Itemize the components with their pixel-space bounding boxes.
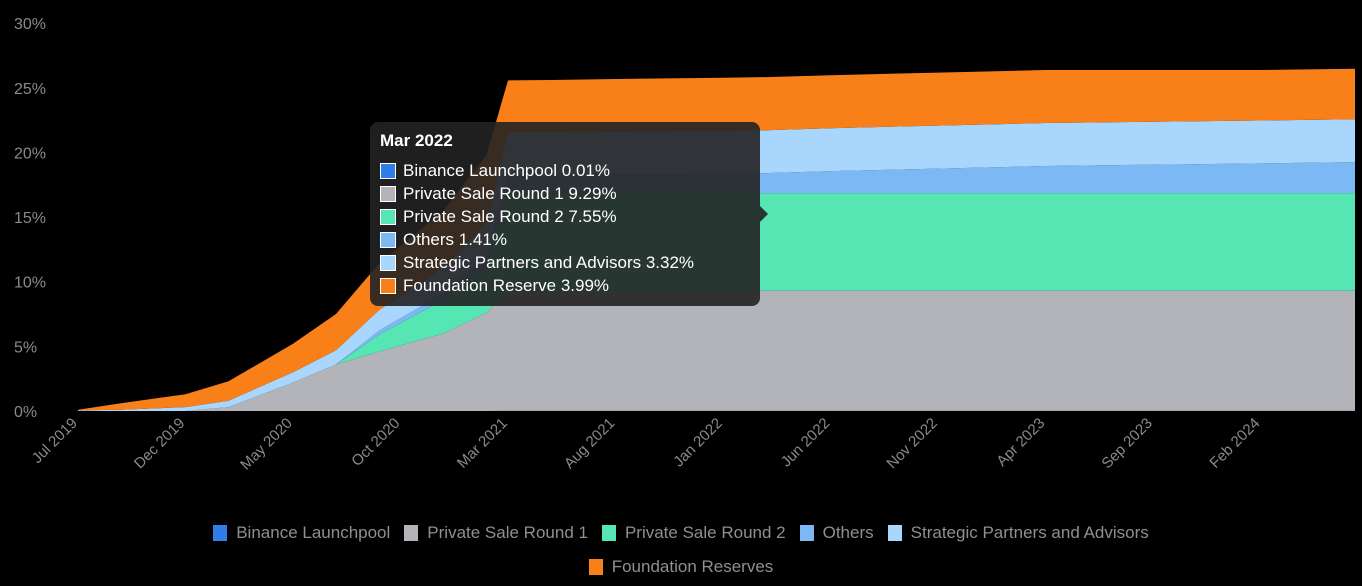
legend-item-others[interactable]: Others bbox=[799, 516, 874, 550]
tooltip-swatch bbox=[380, 162, 396, 179]
legend-label: Binance Launchpool bbox=[236, 523, 391, 542]
x-tick-jul-2019: Jul 2019 bbox=[29, 415, 81, 467]
x-tick-jan-2022: Jan 2022 bbox=[670, 415, 726, 471]
x-tick-dec-2019: Dec 2019 bbox=[131, 415, 188, 472]
areas-layer bbox=[78, 68, 1355, 411]
tooltip-row-private-sale-round-2: Private Sale Round 2 7.55% bbox=[380, 205, 750, 228]
tooltip-swatch bbox=[380, 277, 396, 294]
y-tick-10: 10% bbox=[14, 275, 46, 292]
tooltip-label: Foundation Reserve 3.99% bbox=[403, 275, 610, 295]
legend-item-strategic-partners[interactable]: Strategic Partners and Advisors bbox=[887, 516, 1149, 550]
tooltip-swatch bbox=[380, 231, 396, 248]
tooltip-row-private-sale-round-1: Private Sale Round 1 9.29% bbox=[380, 182, 750, 205]
area-foundation-reserves[interactable] bbox=[78, 68, 1355, 411]
area-private-sale-round-1[interactable] bbox=[78, 290, 1355, 411]
legend-label: Foundation Reserves bbox=[611, 557, 774, 576]
x-tick-sep-2023: Sep 2023 bbox=[1098, 415, 1155, 472]
y-axis: 0% 5% 10% 15% 20% 25% 30% bbox=[14, 16, 46, 421]
legend-row-1: Binance Launchpool Private Sale Round 1 … bbox=[0, 516, 1362, 550]
tooltip-row-others: Others 1.41% bbox=[380, 228, 750, 251]
legend-swatch bbox=[588, 559, 603, 575]
y-tick-20: 20% bbox=[14, 145, 46, 162]
legend-label: Others bbox=[822, 523, 874, 542]
x-tick-aug-2021: Aug 2021 bbox=[561, 415, 618, 472]
tooltip-row-binance-launchpool: Binance Launchpool 0.01% bbox=[380, 159, 750, 182]
legend-label: Private Sale Round 1 bbox=[427, 523, 588, 542]
tooltip-row-foundation-reserve: Foundation Reserve 3.99% bbox=[380, 274, 750, 297]
legend-item-private-sale-round-2[interactable]: Private Sale Round 2 bbox=[601, 516, 786, 550]
tooltip-label: Binance Launchpool 0.01% bbox=[403, 160, 610, 180]
y-tick-15: 15% bbox=[14, 210, 46, 227]
x-tick-may-2020: May 2020 bbox=[237, 415, 296, 474]
x-tick-apr-2023: Apr 2023 bbox=[993, 415, 1048, 470]
legend-label: Strategic Partners and Advisors bbox=[910, 523, 1149, 542]
legend-swatch bbox=[404, 525, 419, 541]
legend-row-2: Foundation Reserves bbox=[0, 550, 1362, 584]
legend-swatch bbox=[213, 525, 228, 541]
legend-item-foundation-reserves[interactable]: Foundation Reserves bbox=[588, 550, 774, 584]
tooltip-label: Others 1.41% bbox=[403, 229, 507, 249]
y-tick-30: 30% bbox=[14, 16, 46, 33]
x-tick-feb-2024: Feb 2024 bbox=[1206, 415, 1263, 472]
tooltip-label: Private Sale Round 2 7.55% bbox=[403, 206, 617, 226]
x-tick-jun-2022: Jun 2022 bbox=[778, 415, 834, 471]
y-tick-5: 5% bbox=[14, 339, 37, 356]
hover-tooltip: Mar 2022 Binance Launchpool 0.01% Privat… bbox=[370, 122, 768, 306]
legend-label: Private Sale Round 2 bbox=[624, 523, 786, 542]
legend-swatch bbox=[799, 525, 814, 541]
legend-swatch bbox=[601, 525, 616, 541]
x-tick-oct-2020: Oct 2020 bbox=[348, 415, 403, 470]
tooltip-title: Mar 2022 bbox=[380, 131, 453, 150]
tooltip-swatch bbox=[380, 254, 396, 271]
area-others[interactable] bbox=[78, 162, 1355, 411]
tooltip-row-strategic-partners: Strategic Partners and Advisors 3.32% bbox=[380, 251, 750, 274]
y-tick-0: 0% bbox=[14, 404, 37, 421]
area-private-sale-round-2[interactable] bbox=[78, 193, 1355, 411]
legend-item-private-sale-round-1[interactable]: Private Sale Round 1 bbox=[404, 516, 588, 550]
tooltip-label: Private Sale Round 1 9.29% bbox=[403, 183, 617, 203]
y-tick-25: 25% bbox=[14, 81, 46, 98]
legend-swatch bbox=[887, 525, 902, 541]
tooltip-swatch bbox=[380, 185, 396, 202]
area-strategic-partners-and-advisors[interactable] bbox=[78, 119, 1355, 411]
x-tick-nov-2022: Nov 2022 bbox=[883, 415, 940, 472]
x-axis: Jul 2019 Dec 2019 May 2020 Oct 2020 Mar … bbox=[29, 415, 1264, 474]
legend-item-binance-launchpool[interactable]: Binance Launchpool bbox=[213, 516, 390, 550]
tooltip-swatch bbox=[380, 208, 396, 225]
chart-legend: Binance Launchpool Private Sale Round 1 … bbox=[0, 516, 1362, 584]
x-tick-mar-2021: Mar 2021 bbox=[454, 415, 511, 472]
tooltip-label: Strategic Partners and Advisors 3.32% bbox=[403, 252, 695, 272]
